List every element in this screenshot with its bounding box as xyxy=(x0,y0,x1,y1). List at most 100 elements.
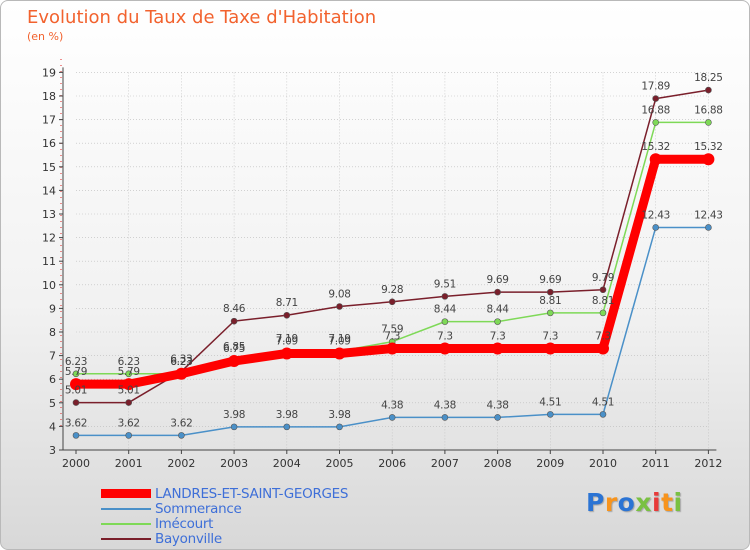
data-label: 17.89 xyxy=(641,81,670,93)
legend-item-sommerance: Sommerance xyxy=(101,500,348,517)
data-label: 4.51 xyxy=(539,396,561,408)
chart-subtitle: (en %) xyxy=(27,30,64,43)
legend-label-imecourt: Imécourt xyxy=(155,515,214,532)
x-tick-label: 2004 xyxy=(273,457,301,470)
data-point xyxy=(230,317,238,325)
data-point xyxy=(702,153,715,166)
data-label: 16.88 xyxy=(641,104,670,116)
data-label: 7.3 xyxy=(595,331,611,343)
logo-letter: P xyxy=(586,488,605,517)
legend-label-sommerance: Sommerance xyxy=(155,500,242,517)
data-label: 12.43 xyxy=(694,209,723,221)
logo-letter: r xyxy=(604,488,618,517)
legend-swatch-landres xyxy=(101,489,151,498)
data-point xyxy=(336,303,343,310)
data-label: 6.23 xyxy=(170,356,192,368)
x-tick-label: 2007 xyxy=(431,457,459,470)
data-label: 3.98 xyxy=(328,409,350,421)
data-point xyxy=(546,309,554,317)
data-point xyxy=(705,224,712,231)
data-point xyxy=(122,378,135,391)
data-label: 15.32 xyxy=(641,141,670,153)
data-point xyxy=(280,347,293,360)
y-tick-label: 13 xyxy=(42,208,56,221)
logo-letter: x xyxy=(635,488,652,517)
y-tick-label: 7 xyxy=(49,350,56,363)
data-label: 8.81 xyxy=(539,295,561,307)
y-tick-label: 16 xyxy=(42,137,56,150)
y-tick-label: 17 xyxy=(42,114,56,127)
data-label: 5.79 xyxy=(65,366,87,378)
y-tick-label: 5 xyxy=(49,397,56,410)
data-point xyxy=(544,342,557,355)
data-label: 7.19 xyxy=(276,333,298,345)
data-point xyxy=(125,399,132,406)
data-point xyxy=(230,423,238,431)
data-label: 7.09 xyxy=(328,335,350,347)
data-label: 6.23 xyxy=(170,356,192,368)
data-point xyxy=(705,119,712,126)
data-point xyxy=(333,347,346,360)
data-label: 12.43 xyxy=(641,209,670,221)
y-tick-label: 14 xyxy=(42,184,56,197)
logo-letter: i xyxy=(652,488,662,517)
data-label: 7.09 xyxy=(276,335,298,347)
logo-letter: t xyxy=(661,488,674,517)
data-point xyxy=(70,378,82,391)
logo-letter: i xyxy=(673,488,683,517)
data-point xyxy=(599,309,607,317)
x-tick-label: 2001 xyxy=(115,457,143,470)
data-label: 7.3 xyxy=(490,331,506,343)
x-tick-label: 2000 xyxy=(62,457,90,470)
x-tick-label: 2009 xyxy=(536,457,564,470)
y-tick-label: 11 xyxy=(42,255,56,268)
data-point xyxy=(125,370,132,378)
data-label: 7.3 xyxy=(384,331,400,343)
data-label: 3.62 xyxy=(65,417,87,429)
data-label: 9.51 xyxy=(434,278,456,290)
data-point xyxy=(336,423,343,431)
x-tick-label: 2011 xyxy=(642,457,670,470)
x-tick-label: 2006 xyxy=(378,457,406,470)
data-point xyxy=(494,288,501,296)
data-label: 4.38 xyxy=(434,399,456,411)
data-label: 8.81 xyxy=(592,295,614,307)
data-label: 6.75 xyxy=(223,343,245,355)
data-label: 6.23 xyxy=(118,356,140,368)
data-label: 3.98 xyxy=(223,409,245,421)
data-point xyxy=(388,298,396,306)
data-label: 9.79 xyxy=(592,272,614,284)
legend-swatch-imecourt xyxy=(101,522,151,525)
proxiti-logo: Proxiti xyxy=(586,488,683,517)
data-point xyxy=(72,399,80,406)
legend-item-landres: LANDRES-ET-SAINT-GEORGES xyxy=(101,485,349,502)
data-point xyxy=(441,293,449,300)
y-tick-label: 9 xyxy=(49,302,56,315)
data-label: 4.38 xyxy=(381,399,403,411)
y-tick-label: 18 xyxy=(42,90,56,103)
data-point xyxy=(72,370,80,378)
data-label: 3.98 xyxy=(276,409,298,421)
data-point xyxy=(388,414,396,421)
data-point xyxy=(438,342,451,355)
y-tick-label: 15 xyxy=(42,161,56,174)
data-label: 7.59 xyxy=(381,324,403,336)
data-label: 4.51 xyxy=(592,396,614,408)
x-tick-label: 2012 xyxy=(694,457,722,470)
data-point xyxy=(175,367,188,380)
legend-item-imecourt: Imécourt xyxy=(101,515,348,532)
data-point xyxy=(599,411,607,418)
legend-label-landres: LANDRES-ET-SAINT-GEORGES xyxy=(155,485,349,502)
data-label: 18.25 xyxy=(694,72,723,84)
data-label: 8.46 xyxy=(223,303,246,315)
data-point xyxy=(599,286,607,294)
data-point xyxy=(705,86,712,94)
data-point xyxy=(491,342,504,355)
data-label: 7.3 xyxy=(437,331,453,343)
data-point xyxy=(178,432,185,439)
data-label: 9.28 xyxy=(381,284,403,296)
data-point xyxy=(494,318,501,325)
y-tick-label: 12 xyxy=(42,232,56,245)
y-tick-label: 8 xyxy=(49,326,56,339)
